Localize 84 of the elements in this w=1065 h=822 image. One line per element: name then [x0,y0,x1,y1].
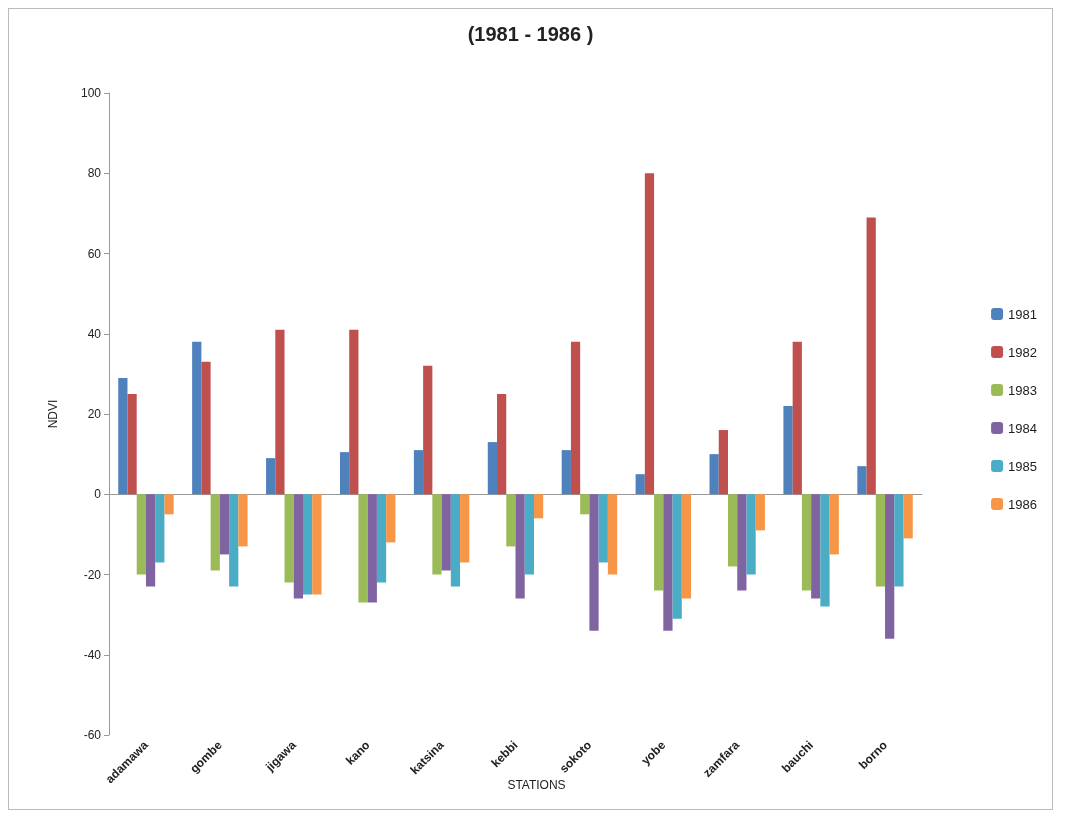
bar [709,454,719,495]
bar [145,494,156,587]
bar [201,361,211,495]
bar [284,494,294,583]
bar [580,494,590,515]
bar [275,329,285,495]
bar [598,494,608,563]
bar [238,494,248,547]
bar [820,494,830,607]
bar [349,329,359,495]
bar [450,494,461,587]
bar [164,494,174,515]
y-tick-label: 0 [94,487,102,502]
bar [718,430,728,495]
legend-label: 1981 [1008,306,1037,322]
bar [894,494,904,587]
bar [589,494,599,631]
bar [515,494,525,599]
bar [524,494,534,575]
y-tick-label: 20 [87,407,102,421]
bar [155,494,165,563]
bar [885,494,895,639]
bar [386,494,396,543]
bar [367,494,377,603]
bar [219,494,230,555]
bar [441,494,451,571]
bar [339,452,350,495]
bar [857,466,867,495]
bar [783,405,793,495]
chart-title: (1981 - 1986 ) [467,23,594,45]
bar [376,494,387,583]
bar [423,365,433,495]
bar [506,494,516,547]
bar [229,494,239,587]
y-tick-label: 100 [80,86,102,100]
bar [136,494,146,575]
bar [727,494,738,567]
legend-label: 1986 [1008,496,1037,512]
bar [497,393,507,495]
bar [644,173,655,495]
bar [432,494,442,575]
x-axis-title: STATIONS [507,778,566,792]
bar [570,341,581,495]
bar [303,494,313,595]
bar [866,217,876,495]
bar [801,494,812,591]
bar [118,377,128,495]
bar [681,494,692,599]
bar [635,474,645,495]
bar [829,494,839,555]
y-tick-label: 80 [87,166,102,181]
bar [266,458,276,495]
bar [127,393,137,495]
y-tick-label: -60 [83,728,102,742]
bar [672,494,682,619]
bar [533,494,544,519]
bar [460,494,470,563]
bar [210,494,220,571]
bar [654,494,664,591]
bar [487,442,498,495]
bar [607,494,618,575]
bar [811,494,821,599]
bar [312,494,322,595]
y-tick-label: 40 [87,326,102,341]
bar [755,494,765,531]
bar [746,494,756,575]
bar [293,494,304,599]
bar [792,341,802,495]
legend-label: 1983 [1008,382,1037,398]
bar [561,450,571,495]
y-tick-label: -20 [83,567,102,582]
y-tick-label: 60 [87,246,102,261]
y-axis-title: NDVI [46,399,60,429]
legend-label: 1984 [1008,420,1037,436]
legend-label: 1982 [1008,344,1037,360]
bar [737,494,747,591]
bar [663,494,673,631]
legend-label: 1985 [1008,458,1037,474]
bar [875,494,886,587]
bar [358,494,368,603]
y-tick-label: -40 [83,647,102,662]
bar [903,494,913,539]
bar [192,341,202,495]
bar [413,450,424,495]
